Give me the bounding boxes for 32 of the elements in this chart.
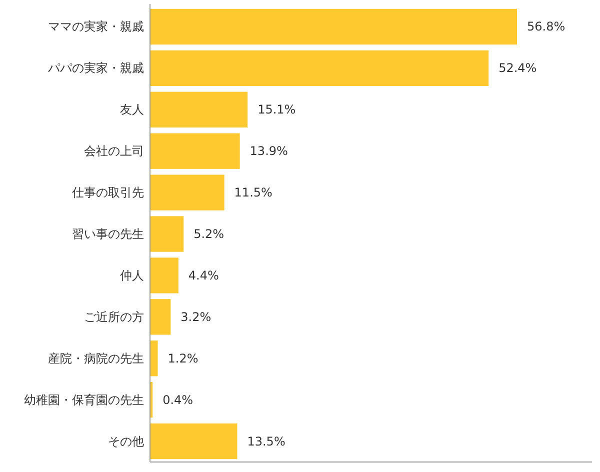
data-label: 15.1%: [258, 102, 296, 117]
data-label: 13.5%: [247, 434, 286, 448]
bar: [150, 8, 517, 45]
data-label: 1.2%: [168, 351, 198, 366]
data-label: 4.4%: [188, 268, 219, 282]
bar: [150, 50, 489, 86]
y-tick-label: 習い事の先生: [72, 227, 144, 241]
data-label: 5.2%: [194, 227, 224, 241]
y-tick-label: 友人: [120, 102, 144, 117]
y-tick-label: 産院・病院の先生: [48, 351, 144, 366]
bar: [150, 92, 248, 128]
y-tick-label: 仲人: [120, 268, 144, 282]
data-label: 13.9%: [250, 144, 288, 158]
data-label: 3.2%: [180, 310, 212, 324]
data-label: 56.8%: [527, 20, 566, 34]
data-label: 11.5%: [234, 186, 272, 200]
data-label: 52.4%: [498, 61, 537, 76]
bar: [150, 299, 171, 335]
y-tick-label: その他: [108, 434, 144, 448]
data-label: 0.4%: [162, 392, 194, 407]
y-tick-label: ご近所の方: [84, 310, 144, 324]
y-tick-label: 会社の上司: [84, 144, 144, 158]
bar: [150, 216, 184, 252]
y-tick-label: 仕事の取引先: [71, 186, 144, 200]
bar: [150, 258, 178, 294]
bar: [150, 423, 238, 460]
bar: [150, 133, 240, 169]
bar: [150, 340, 158, 376]
bar: [150, 174, 224, 210]
y-tick-label: パパの実家・親戚: [47, 61, 144, 76]
y-tick-label: ママの実家・親戚: [48, 20, 144, 34]
y-tick-label: 幼稚園・保育園の先生: [24, 392, 144, 407]
